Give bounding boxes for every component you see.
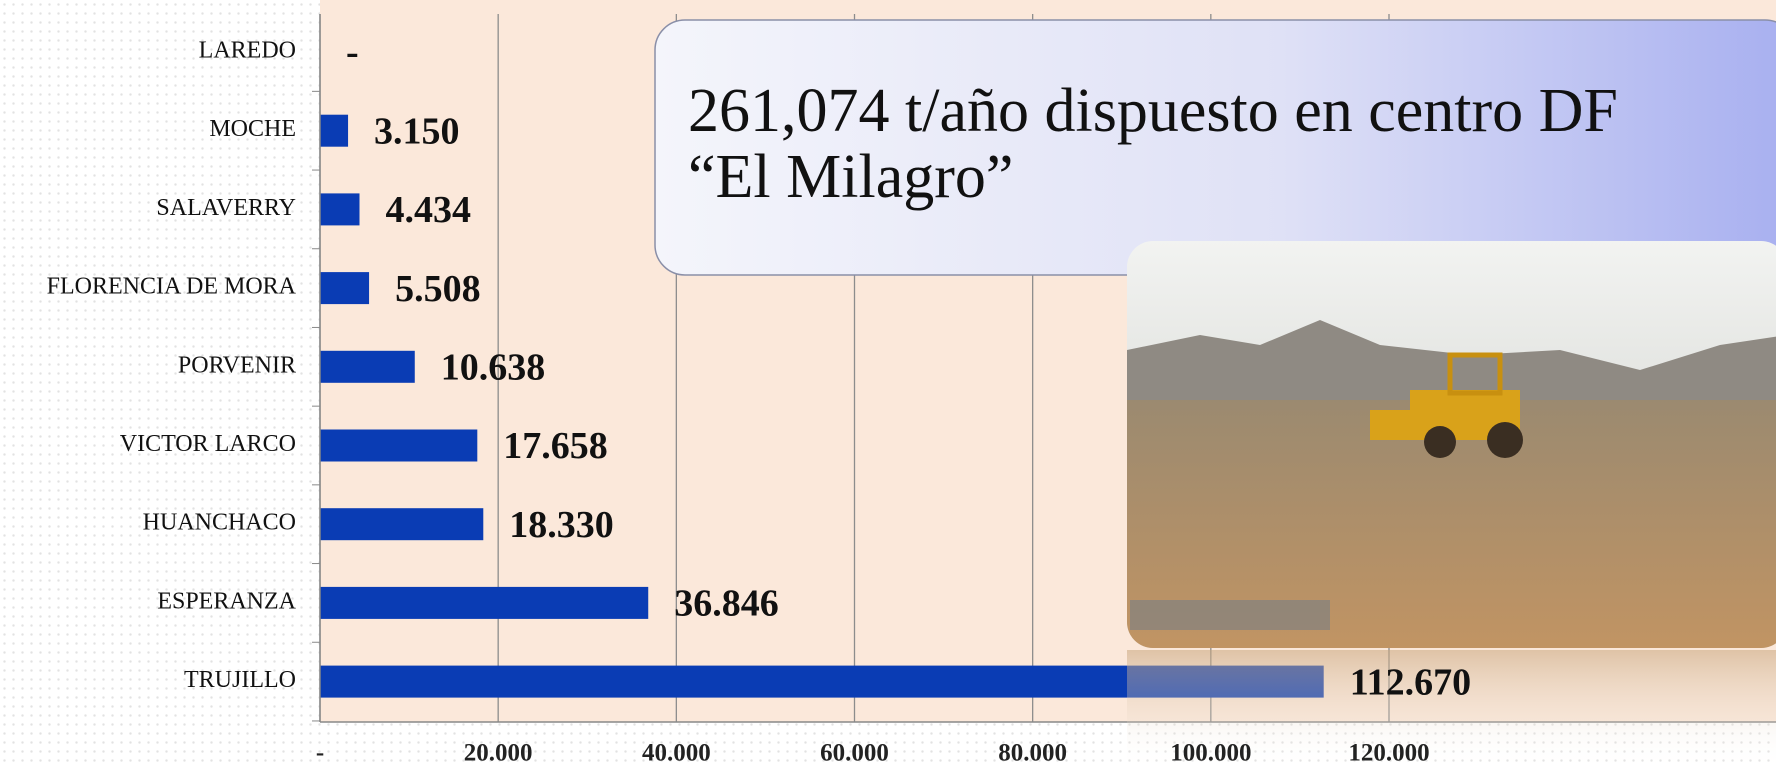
slide: - 20.000 40.000 60.000 80.000 100.000 120.000 L… (0, 0, 1776, 767)
x-tick-label: 100.000 (1170, 740, 1251, 767)
x-tick-label: 20.000 (464, 740, 533, 767)
x-tick-label: 80.000 (998, 740, 1067, 767)
category-label: LAREDO (199, 38, 296, 64)
category-label: FLORENCIA DE MORA (47, 274, 297, 300)
bar (320, 272, 369, 304)
value-label: 3.150 (374, 110, 460, 152)
bar (320, 115, 348, 147)
callout-title: 261,074 t/año dispuesto en centro DF “El… (688, 78, 1688, 210)
category-label: TRUJILLO (184, 667, 296, 693)
category-label: PORVENIR (178, 352, 296, 378)
x-tick-label: 40.000 (642, 740, 711, 767)
value-label: 17.658 (503, 425, 608, 467)
value-label: 4.434 (385, 189, 471, 231)
value-label: 112.670 (1350, 661, 1471, 703)
x-tick-label: - (316, 740, 324, 767)
category-label: ESPERANZA (157, 588, 296, 614)
bar (320, 430, 477, 462)
value-label: - (346, 32, 359, 74)
category-label: MOCHE (209, 116, 296, 142)
bar (320, 193, 359, 225)
bar (320, 508, 483, 540)
value-label: 36.846 (674, 583, 779, 625)
value-label: 5.508 (395, 268, 481, 310)
category-label: VICTOR LARCO (120, 431, 296, 457)
x-tick-label: 60.000 (820, 740, 889, 767)
category-label: SALAVERRY (156, 195, 296, 221)
x-tick-label: 120.000 (1348, 740, 1429, 767)
value-label: 18.330 (509, 504, 614, 546)
bar (320, 351, 415, 383)
bar (320, 587, 648, 619)
category-label: HUANCHACO (143, 510, 296, 536)
value-label: 10.638 (441, 347, 546, 389)
